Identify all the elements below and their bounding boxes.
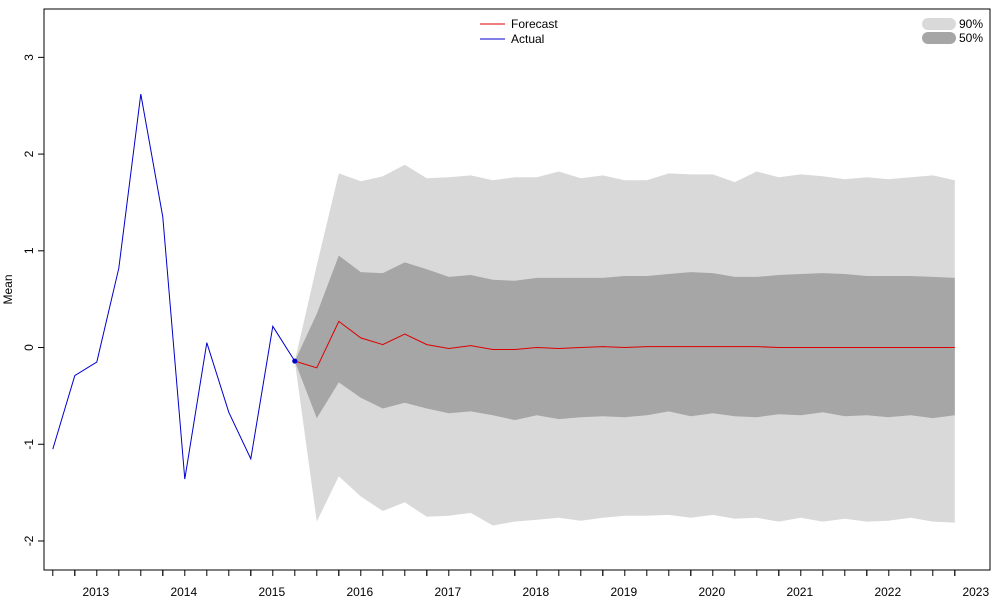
x-axis: 2013 2014 2015 2016 2017 2018 2019 2020 2021 2022… [52, 570, 989, 599]
y-axis: -2 -1 0 1 2 3 [22, 54, 44, 546]
legend-swatch-band [922, 18, 956, 30]
y-tick-label: 2 [22, 150, 36, 157]
x-tick-label: 2016 [346, 585, 373, 599]
forecast-origin-point [292, 358, 298, 364]
y-tick-label: 1 [22, 247, 36, 254]
x-tick-label: 2015 [258, 585, 285, 599]
legend-label-band: 90% [959, 17, 983, 31]
x-tick-label: 2019 [610, 585, 637, 599]
interval-bands [294, 164, 955, 526]
x-tick-label: 2018 [522, 585, 549, 599]
x-tick-label: 2021 [786, 585, 813, 599]
legend-bands: 90%50% [922, 17, 983, 45]
legend-label-forecast: Forecast [511, 17, 558, 31]
y-tick-label: -1 [22, 439, 36, 450]
y-axis-title: Mean [1, 274, 15, 304]
plot-frame [43, 8, 991, 571]
legend-swatch-band [922, 32, 956, 44]
x-tick-label: 2023 [962, 585, 989, 599]
x-tick-label: 2013 [82, 585, 109, 599]
y-tick-label: 0 [22, 344, 36, 351]
y-tick-label: 3 [22, 54, 36, 61]
legend-label-actual: Actual [511, 32, 544, 46]
series-points [292, 358, 298, 364]
series-line-forecast [294, 320, 955, 369]
legend-label-band: 50% [959, 31, 983, 45]
band-50pct [294, 255, 955, 421]
x-tick-label: 2017 [434, 585, 461, 599]
y-tick-label: -2 [22, 535, 36, 546]
x-tick-label: 2022 [874, 585, 901, 599]
x-tick-label: 2014 [170, 585, 197, 599]
x-tick-label: 2020 [698, 585, 725, 599]
series-line-actual [52, 94, 296, 480]
series-lines [52, 94, 955, 480]
